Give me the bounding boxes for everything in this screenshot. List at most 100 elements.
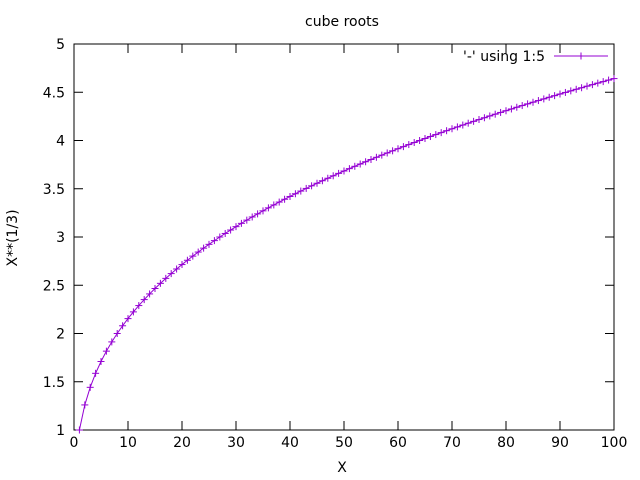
data-point bbox=[216, 233, 224, 241]
data-point bbox=[475, 116, 483, 124]
data-point bbox=[551, 92, 559, 100]
data-point bbox=[97, 357, 105, 365]
data-point bbox=[486, 112, 494, 120]
data-point bbox=[259, 207, 267, 215]
data-point bbox=[372, 153, 380, 161]
data-point bbox=[583, 82, 591, 90]
data-point bbox=[534, 97, 542, 105]
data-point bbox=[329, 172, 337, 180]
data-point bbox=[275, 198, 283, 206]
data-point bbox=[324, 174, 332, 182]
data-point bbox=[151, 285, 159, 293]
data-point bbox=[200, 244, 208, 252]
data-point bbox=[610, 75, 618, 83]
data-point bbox=[599, 78, 607, 86]
y-axis-label: X**(1/3) bbox=[5, 209, 21, 266]
data-point bbox=[605, 76, 613, 84]
data-point bbox=[453, 123, 461, 131]
data-point bbox=[561, 88, 569, 96]
data-point bbox=[389, 147, 397, 155]
y-tick-label: 1.5 bbox=[43, 375, 65, 391]
data-point bbox=[335, 169, 343, 177]
x-tick-label: 0 bbox=[70, 435, 79, 451]
data-point bbox=[102, 347, 110, 355]
data-point bbox=[119, 322, 127, 330]
data-point bbox=[248, 213, 256, 221]
data-point bbox=[286, 192, 294, 200]
y-tick-label: 1 bbox=[56, 423, 65, 439]
y-tick-label: 5 bbox=[56, 37, 65, 53]
data-point bbox=[129, 308, 137, 316]
legend: '-' using 1:5 bbox=[463, 49, 608, 65]
data-point bbox=[210, 237, 218, 245]
data-point bbox=[167, 270, 175, 278]
data-point bbox=[173, 265, 181, 273]
data-point bbox=[313, 179, 321, 187]
data-point bbox=[529, 98, 537, 106]
chart-title: cube roots bbox=[305, 14, 379, 30]
x-tick-label: 30 bbox=[227, 435, 245, 451]
y-tick-label: 2.5 bbox=[43, 278, 65, 294]
data-point bbox=[221, 229, 229, 237]
x-axis-label: X bbox=[337, 460, 347, 476]
x-tick-label: 40 bbox=[281, 435, 299, 451]
x-tick-label: 20 bbox=[173, 435, 191, 451]
data-point bbox=[556, 90, 564, 98]
y-tick-label: 2 bbox=[56, 327, 65, 343]
axis-ticks: 0 10 20 30 40 50 60 70 80 90 100 1 1.5 2 2.5 3 3.5 4 4.5 5 bbox=[43, 37, 628, 451]
data-point bbox=[356, 160, 364, 168]
data-point bbox=[507, 105, 515, 113]
data-point bbox=[394, 145, 402, 153]
data-point bbox=[448, 125, 456, 133]
data-point bbox=[308, 182, 316, 190]
data-point bbox=[340, 167, 348, 175]
y-tick-label: 3.5 bbox=[43, 182, 65, 198]
x-tick-label: 50 bbox=[335, 435, 353, 451]
data-point bbox=[108, 338, 116, 346]
data-point bbox=[232, 223, 240, 231]
data-point bbox=[464, 119, 472, 127]
data-point bbox=[237, 219, 245, 227]
data-point bbox=[588, 81, 596, 89]
series-group bbox=[75, 75, 618, 434]
data-point bbox=[92, 369, 100, 377]
data-point bbox=[378, 151, 386, 159]
data-point bbox=[497, 108, 505, 116]
data-point bbox=[183, 256, 191, 264]
data-point bbox=[156, 279, 164, 287]
data-point bbox=[367, 156, 375, 164]
data-point bbox=[189, 252, 197, 260]
data-point bbox=[432, 131, 440, 139]
data-point bbox=[270, 201, 278, 209]
data-point bbox=[399, 143, 407, 151]
data-point bbox=[491, 110, 499, 118]
data-point bbox=[545, 93, 553, 101]
data-point bbox=[81, 401, 89, 409]
data-point bbox=[421, 135, 429, 143]
data-point bbox=[459, 121, 467, 129]
data-point bbox=[178, 261, 186, 269]
data-point bbox=[264, 204, 272, 212]
y-tick-label: 3 bbox=[56, 230, 65, 246]
y-tick-label: 4 bbox=[56, 134, 65, 150]
data-point bbox=[567, 87, 575, 95]
data-point bbox=[502, 107, 510, 115]
data-point bbox=[135, 302, 143, 310]
data-point bbox=[405, 141, 413, 149]
x-tick-label: 100 bbox=[601, 435, 628, 451]
data-point bbox=[302, 184, 310, 192]
data-point bbox=[227, 226, 235, 234]
data-point bbox=[362, 158, 370, 166]
data-point bbox=[291, 190, 299, 198]
legend-sample bbox=[554, 52, 608, 60]
data-point bbox=[480, 114, 488, 122]
data-point bbox=[140, 296, 148, 304]
data-point bbox=[410, 139, 418, 147]
y-tick-label: 4.5 bbox=[43, 85, 65, 101]
data-point bbox=[383, 149, 391, 157]
data-point bbox=[540, 95, 548, 103]
data-point bbox=[124, 315, 132, 323]
data-point bbox=[243, 216, 251, 224]
data-point bbox=[75, 426, 83, 434]
